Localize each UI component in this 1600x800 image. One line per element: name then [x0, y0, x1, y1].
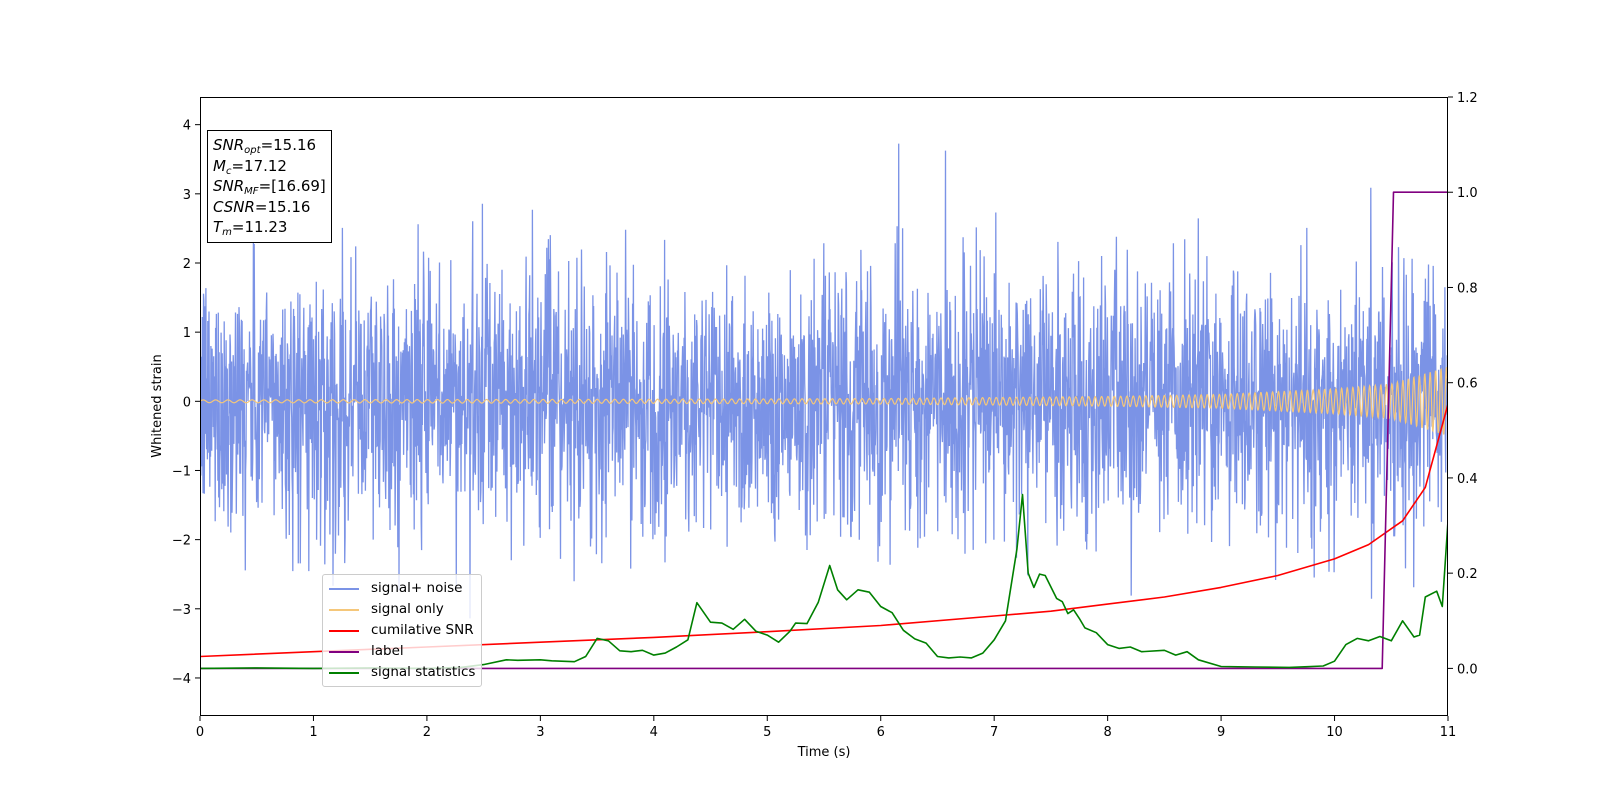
legend-swatch-label [329, 650, 359, 653]
annotation-tm-subscript: m [222, 227, 232, 238]
cumulative-snr-line [200, 403, 1448, 658]
x-tick-label: 1 [309, 725, 317, 740]
annotation-csnr-value: =15.16 [254, 197, 311, 216]
annotation-snr-mf-subscript: MF [244, 186, 259, 197]
x-tick-label: 8 [1103, 725, 1111, 740]
y-left-tick-label: −4 [172, 672, 191, 687]
legend-label-cumulative-snr: cumilative SNR [371, 622, 474, 638]
legend-label-signal-only: signal only [371, 601, 444, 617]
annotation-tm: Tm=11.23 [213, 217, 326, 238]
signal-statistics-line [200, 493, 1448, 670]
y-left-tick-label: 0 [183, 395, 191, 410]
y-right-tick-label: 0.2 [1457, 567, 1478, 582]
y-left-tick-label: 4 [183, 119, 191, 134]
legend-item-cumulative-snr: cumilative SNR [329, 620, 475, 641]
annotation-tm-value: =11.23 [231, 218, 288, 236]
annotation-snr-mf-symbol: SNR [213, 177, 245, 195]
plot-area [200, 143, 1448, 670]
legend-label-label: label [371, 643, 404, 659]
x-tick-label: 0 [196, 725, 204, 740]
x-axis-label: Time (s) [797, 745, 851, 760]
label-line [200, 191, 1448, 670]
legend-swatch-signal-only [329, 608, 359, 611]
annotation-snr-opt-subscript: opt [244, 145, 261, 156]
legend-item-signal-noise: signal+ noise [329, 578, 475, 599]
y-left-tick-label: −1 [172, 464, 191, 479]
y-left-tick-label: 3 [183, 188, 191, 203]
y-axis-label: Whitened strain [150, 354, 165, 457]
y-right-tick-label: 0.8 [1457, 281, 1478, 296]
annotation-csnr: CSNR=15.16 [213, 197, 326, 218]
annotation-snr-opt-value: =15.16 [260, 136, 317, 154]
signal-noise-line [200, 143, 1448, 619]
legend-item-label: label [329, 641, 475, 662]
legend-label-signal-noise: signal+ noise [371, 580, 463, 596]
annotation-mc: Mc=17.12 [213, 156, 326, 177]
y-right-tick-label: 0.4 [1457, 472, 1478, 487]
parameter-annotation-box: SNRopt=15.16 Mc=17.12 SNRMF=[16.69] CSNR… [207, 130, 332, 243]
annotation-snr-mf: SNRMF=[16.69] [213, 176, 326, 197]
legend-swatch-signal-noise [329, 587, 359, 590]
annotation-snr-opt-symbol: SNR [213, 136, 245, 154]
legend-swatch-signal-statistics [329, 671, 359, 674]
series-signal-only [200, 367, 1448, 435]
legend-item-signal-statistics: signal statistics [329, 662, 475, 683]
annotation-tm-symbol: T [213, 218, 223, 236]
annotation-mc-value: =17.12 [231, 156, 287, 175]
legend-label-signal-statistics: signal statistics [371, 664, 476, 680]
y-left-tick-label: −2 [172, 534, 191, 549]
x-tick-label: 11 [1440, 725, 1457, 740]
y-left-tick-label: 2 [183, 257, 191, 272]
y-left-tick-label: 1 [183, 326, 191, 341]
signal-only-line [200, 367, 1448, 435]
x-tick-label: 4 [650, 725, 658, 740]
x-tick-label: 9 [1217, 725, 1225, 740]
y-right-tick-label: 1.2 [1457, 91, 1478, 106]
right-axis-series [200, 191, 1448, 670]
x-tick-label: 3 [536, 725, 544, 740]
y-axis-left: −4 −3 −2 −1 0 1 2 3 4 [172, 119, 200, 687]
x-axis: 0 1 2 3 4 5 6 7 8 9 10 11 [196, 716, 1456, 740]
annotation-csnr-symbol: CSNR [213, 197, 255, 216]
x-tick-label: 7 [990, 725, 998, 740]
y-left-tick-label: −3 [172, 603, 191, 618]
series-signal-noise [200, 143, 1448, 619]
x-tick-label: 2 [423, 725, 431, 740]
plot-frame [200, 97, 1448, 716]
y-right-tick-label: 0.6 [1457, 377, 1478, 392]
annotation-mc-symbol: M [213, 156, 226, 175]
annotation-snr-mf-value: =[16.69] [258, 177, 326, 195]
y-right-tick-label: 0.0 [1457, 662, 1478, 677]
annotation-mc-subscript: c [225, 165, 232, 177]
legend-item-signal-only: signal only [329, 599, 475, 620]
x-tick-label: 5 [763, 725, 771, 740]
y-right-tick-label: 1.0 [1457, 186, 1478, 201]
legend-swatch-cumulative-snr [329, 629, 359, 632]
x-tick-label: 6 [877, 725, 885, 740]
legend: signal+ noise signal only cumilative SNR… [322, 574, 483, 687]
y-axis-right: 0.0 0.2 0.4 0.6 0.8 1.0 1.2 [1448, 91, 1478, 677]
x-tick-label: 10 [1326, 725, 1343, 740]
annotation-snr-opt: SNRopt=15.16 [213, 135, 326, 156]
